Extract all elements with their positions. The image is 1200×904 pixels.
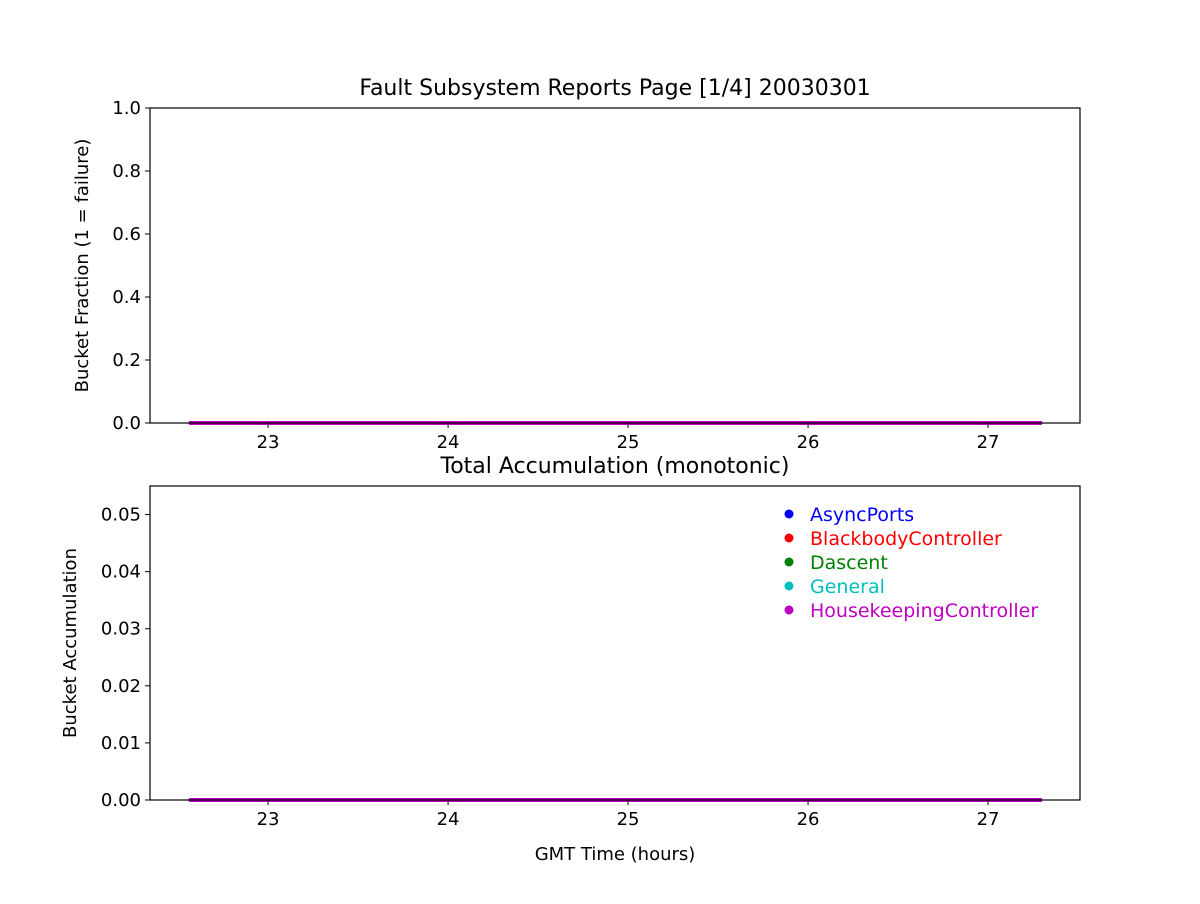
x-tick-label: 23 bbox=[257, 432, 280, 453]
legend-marker bbox=[784, 533, 794, 543]
y-axis-label: Bucket Fraction (1 = failure) bbox=[72, 139, 93, 393]
y-tick-label: 1.0 bbox=[112, 98, 141, 119]
x-tick-label: 26 bbox=[797, 809, 820, 830]
legend-label: General bbox=[810, 576, 885, 598]
legend-marker bbox=[784, 557, 794, 567]
y-tick-label: 0.0 bbox=[112, 413, 141, 434]
y-tick-label: 0.6 bbox=[112, 224, 141, 245]
legend: AsyncPortsBlackbodyControllerDascentGene… bbox=[784, 504, 1038, 622]
legend-marker bbox=[784, 605, 794, 615]
legend-label: Dascent bbox=[810, 552, 888, 574]
x-tick-label: 25 bbox=[617, 432, 640, 453]
x-tick-label: 24 bbox=[437, 809, 460, 830]
y-tick-label: 0.04 bbox=[101, 562, 141, 583]
legend-label: BlackbodyController bbox=[810, 528, 1002, 550]
y-tick-label: 0.01 bbox=[101, 733, 141, 754]
x-axis-label: GMT Time (hours) bbox=[535, 844, 696, 865]
y-tick-label: 0.2 bbox=[112, 350, 141, 371]
plot-frame bbox=[149, 485, 1081, 801]
chart-title: Fault Subsystem Reports Page [1/4] 20030… bbox=[359, 76, 870, 101]
chart-title: Total Accumulation (monotonic) bbox=[440, 454, 790, 479]
y-tick-label: 0.4 bbox=[112, 287, 141, 308]
y-tick-label: 0.03 bbox=[101, 619, 141, 640]
x-tick-label: 25 bbox=[617, 809, 640, 830]
legend-marker bbox=[784, 581, 794, 591]
x-tick-label: 27 bbox=[977, 809, 1000, 830]
y-axis-label: Bucket Accumulation bbox=[60, 548, 81, 738]
x-tick-label: 24 bbox=[437, 432, 460, 453]
x-tick-label: 26 bbox=[797, 432, 820, 453]
y-tick-label: 0.8 bbox=[112, 161, 141, 182]
legend-marker bbox=[784, 509, 794, 519]
x-tick-label: 27 bbox=[977, 432, 1000, 453]
plot-frame bbox=[149, 107, 1081, 424]
y-tick-label: 0.00 bbox=[101, 790, 141, 811]
y-tick-label: 0.05 bbox=[101, 505, 141, 526]
x-tick-label: 23 bbox=[257, 809, 280, 830]
legend-label: HousekeepingController bbox=[810, 600, 1038, 622]
legend-label: AsyncPorts bbox=[810, 504, 914, 526]
y-tick-label: 0.02 bbox=[101, 676, 141, 697]
subplot-2: 23 24 25 26 27 0.00 0.01 0.02 0.03 0.04 0.05 Total … bbox=[60, 454, 1081, 865]
subplot-1: 23 24 25 26 27 0.0 0.2 0.4 0.6 0.8 1.0 Fault Subsys… bbox=[72, 76, 1081, 453]
